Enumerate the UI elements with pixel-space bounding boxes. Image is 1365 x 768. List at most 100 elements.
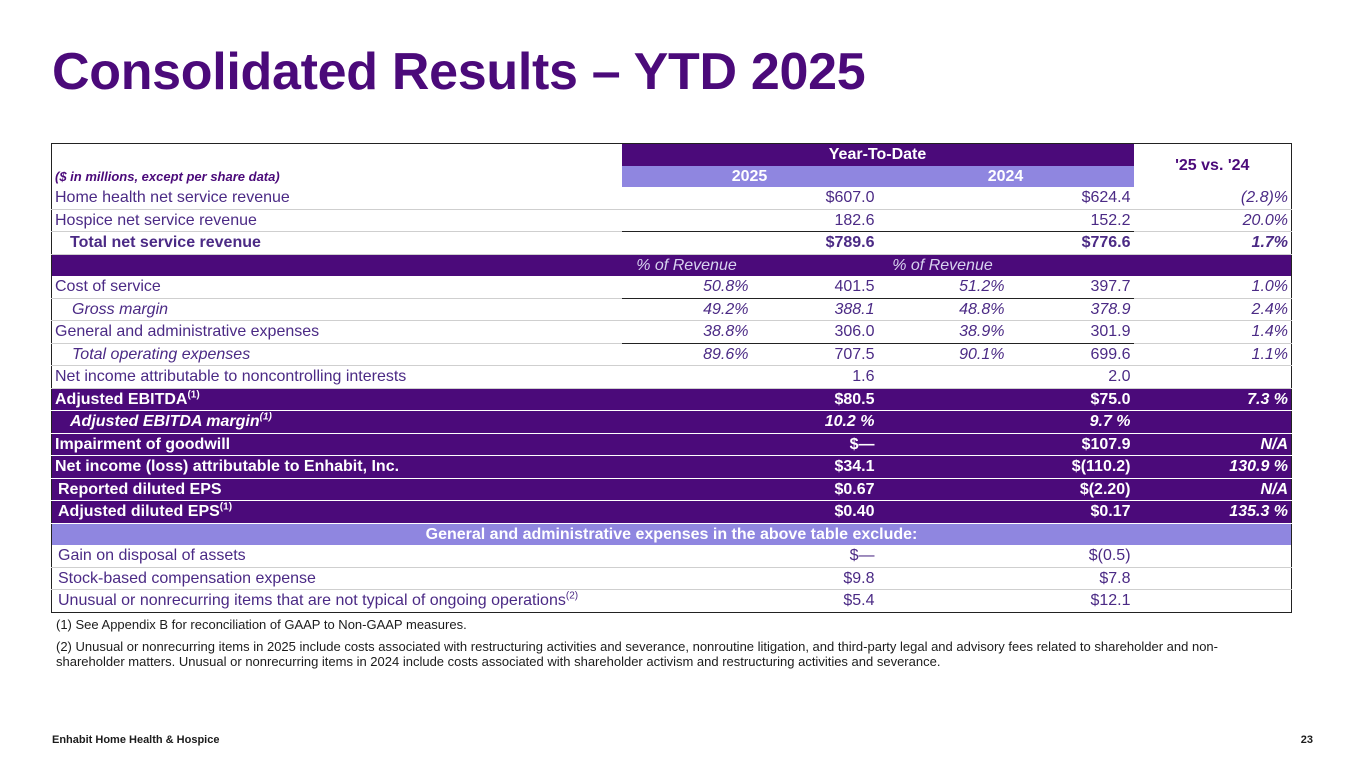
exclude-header-text: General and administrative expenses in t… xyxy=(51,523,1292,545)
table-row-highlight: Net income (loss) attributable to Enhabi… xyxy=(51,455,1292,479)
value-2025: $0.67 xyxy=(751,478,878,501)
row-label: Impairment of goodwill xyxy=(51,433,622,456)
value-vs: 130.9 % xyxy=(1133,455,1292,479)
row-label: Gain on disposal of assets xyxy=(51,545,622,568)
pct-2024: 38.9% xyxy=(877,320,1008,344)
table-row: General and administrative expenses 38.8… xyxy=(51,320,1292,344)
value-2024: 397.7 xyxy=(1007,276,1134,299)
row-label: Total net service revenue xyxy=(51,231,622,255)
value-vs: N/A xyxy=(1133,478,1292,501)
value-2025: 401.5 xyxy=(751,276,878,299)
table-row-highlight: Adjusted EBITDA margin(1) 10.2 % 9.7 % xyxy=(51,410,1292,434)
value-2025: 10.2 % xyxy=(751,410,878,434)
table-row-highlight: Adjusted EBITDA(1) $80.5 $75.0 7.3 % xyxy=(51,388,1292,411)
pct-2024: 51.2% xyxy=(877,276,1008,299)
value-2024: $75.0 xyxy=(1007,388,1134,411)
year-to-date-header: Year-To-Date xyxy=(621,143,1134,166)
value-2025: $5.4 xyxy=(843,592,875,610)
table-row-highlight: Adjusted diluted EPS(1) $0.40 $0.17 135.… xyxy=(51,500,1292,524)
row-label: Adjusted EBITDA margin(1) xyxy=(51,410,622,434)
value-2024: 9.7 % xyxy=(1007,410,1134,434)
value-2025: $789.6 xyxy=(751,231,878,255)
table-row-highlight: Impairment of goodwill $— $107.9 N/A xyxy=(51,433,1292,456)
value-vs: 135.3 % xyxy=(1133,500,1292,524)
table-row: Home health net service revenue $607.0 $… xyxy=(51,187,1292,210)
pct-2024: 48.8% xyxy=(877,298,1008,321)
table-row: Gain on disposal of assets $— $(0.5) xyxy=(51,545,1292,568)
pct-2025: 50.8% xyxy=(621,276,752,299)
footnote-2: (2) Unusual or nonrecurring items in 202… xyxy=(56,639,1218,669)
row-label: Adjusted diluted EPS(1) xyxy=(51,500,622,524)
row-label: Home health net service revenue xyxy=(51,187,622,210)
table-row: Total operating expenses 89.6% 707.5 90.… xyxy=(51,343,1292,366)
value-2025: $34.1 xyxy=(751,455,878,479)
table-row: Unusual or nonrecurring items that are n… xyxy=(52,590,1292,613)
row-label: Gross margin xyxy=(51,298,622,321)
value-2025: 388.1 xyxy=(751,298,878,321)
value-2025: $9.8 xyxy=(751,567,878,590)
table-row: Hospice net service revenue 182.6 152.2 … xyxy=(51,209,1292,232)
pct-header-2025: % of Revenue xyxy=(621,254,752,276)
row-label: Adjusted EBITDA(1) xyxy=(51,388,622,411)
value-2024: 152.2 xyxy=(1007,209,1134,232)
value-vs: 2.4% xyxy=(1133,298,1292,321)
row-label: Cost of service xyxy=(51,276,622,299)
value-2024: 2.0 xyxy=(1007,365,1134,389)
value-2024: $(110.2) xyxy=(1007,455,1134,479)
row-label: Stock-based compensation expense xyxy=(51,567,622,590)
value-2025: 707.5 xyxy=(751,343,878,366)
value-2024: 301.9 xyxy=(1007,320,1134,344)
value-vs: 1.7% xyxy=(1133,231,1292,255)
row-label: Net income (loss) attributable to Enhabi… xyxy=(51,455,622,479)
row-label: Net income attributable to noncontrollin… xyxy=(51,365,622,389)
col-header-2025: 2025 xyxy=(621,165,878,187)
table-row: Total net service revenue $789.6 $776.6 … xyxy=(51,231,1292,255)
value-2024: $107.9 xyxy=(1007,433,1134,456)
value-vs: 1.4% xyxy=(1133,320,1292,344)
table-row: Gross margin 49.2% 388.1 48.8% 378.9 2.4… xyxy=(51,298,1292,321)
row-label: Unusual or nonrecurring items that are n… xyxy=(58,590,579,610)
value-vs: (2.8)% xyxy=(1133,187,1292,210)
table-row: Cost of service 50.8% 401.5 51.2% 397.7 … xyxy=(51,276,1292,299)
page-number: 23 xyxy=(1300,734,1313,746)
value-2025: $0.40 xyxy=(751,500,878,524)
value-2025: 1.6 xyxy=(751,365,878,389)
pct-header-2024: % of Revenue xyxy=(877,254,1008,276)
value-2024: 699.6 xyxy=(1007,343,1134,366)
value-vs: 7.3 % xyxy=(1133,388,1292,411)
value-2025: $80.5 xyxy=(751,388,878,411)
footer-company: Enhabit Home Health & Hospice xyxy=(52,734,220,746)
value-2025: $— xyxy=(751,433,878,456)
value-vs: 1.0% xyxy=(1133,276,1292,299)
pct-2025: 49.2% xyxy=(621,298,752,321)
consolidated-results-table: Year-To-Date '25 vs. '24 ($ in millions,… xyxy=(51,143,1293,613)
row-label: General and administrative expenses xyxy=(51,320,622,344)
value-2024: $(0.5) xyxy=(1007,545,1134,568)
value-2024: 378.9 xyxy=(1007,298,1134,321)
row-label: Hospice net service revenue xyxy=(51,209,622,232)
value-2024: $0.17 xyxy=(1007,500,1134,524)
value-2025: 182.6 xyxy=(751,209,878,232)
exclude-section-header: General and administrative expenses in t… xyxy=(51,523,1292,545)
page-title: Consolidated Results – YTD 2025 xyxy=(52,43,866,101)
footnote-1: (1) See Appendix B for reconciliation of… xyxy=(56,617,467,632)
value-2024: $(2.20) xyxy=(1007,478,1134,501)
value-2025: $607.0 xyxy=(751,187,878,210)
table-row: Net income attributable to noncontrollin… xyxy=(51,365,1292,389)
value-vs: 20.0% xyxy=(1133,209,1292,232)
pct-2025: 89.6% xyxy=(621,343,752,366)
header-row-years: ($ in millions, except per share data) 2… xyxy=(52,165,1292,187)
pct-2025: 38.8% xyxy=(621,320,752,344)
value-2024: $7.8 xyxy=(1007,567,1134,590)
value-2025: $— xyxy=(751,545,878,568)
value-2024: $12.1 xyxy=(1090,592,1131,610)
table-row: Stock-based compensation expense $9.8 $7… xyxy=(51,567,1292,590)
value-2025: 306.0 xyxy=(751,320,878,344)
value-2024: $624.4 xyxy=(1007,187,1134,210)
col-header-2024: 2024 xyxy=(877,165,1134,187)
row-label: Reported diluted EPS xyxy=(51,478,622,501)
value-vs: 1.1% xyxy=(1133,343,1292,366)
units-label: ($ in millions, except per share data) xyxy=(55,168,280,184)
value-vs: N/A xyxy=(1133,433,1292,456)
percent-of-revenue-band: % of Revenue % of Revenue xyxy=(51,254,1292,276)
